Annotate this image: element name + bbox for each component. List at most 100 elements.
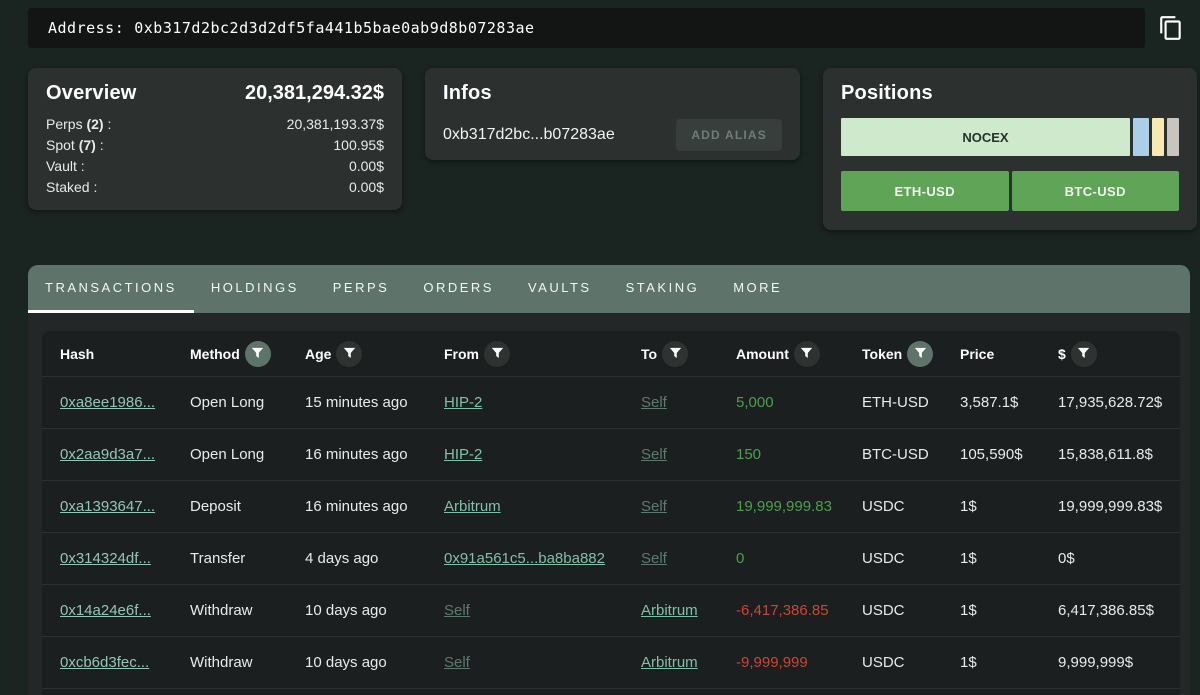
cell-token: BTC-USD bbox=[862, 446, 929, 463]
cell-age: 10 days ago bbox=[305, 654, 387, 671]
tab-perps[interactable]: PERPS bbox=[332, 280, 390, 295]
cell-age: 15 minutes ago bbox=[305, 394, 408, 411]
from-link[interactable]: Self bbox=[444, 602, 470, 619]
overview-row-label: Perps (2) : bbox=[46, 116, 112, 132]
overview-row-vault: Vault : 0.00$ bbox=[46, 156, 384, 177]
cell-usd-value: 9,999,999$ bbox=[1058, 654, 1134, 671]
table-row: 0xa8ee1986... Open Long 15 minutes ago H… bbox=[42, 377, 1180, 429]
cell-token: ETH-USD bbox=[862, 394, 929, 411]
overview-row-value: 20,381,193.37$ bbox=[286, 116, 384, 132]
cell-price: 1$ bbox=[960, 654, 977, 671]
filter-icon[interactable] bbox=[662, 340, 689, 367]
summary-cards: Overview 20,381,294.32$ Perps (2) : 20,38… bbox=[28, 68, 1197, 230]
cell-usd-value: 19,999,999.83$ bbox=[1058, 498, 1163, 515]
short-address: 0xb317d2bc...b07283ae bbox=[443, 126, 615, 143]
tab-transactions[interactable]: TRANSACTIONS bbox=[28, 265, 194, 313]
cell-amount: 19,999,999.83 bbox=[736, 498, 832, 515]
filter-icon[interactable] bbox=[907, 340, 934, 367]
copy-icon bbox=[1158, 15, 1184, 41]
filter-icon[interactable] bbox=[484, 340, 510, 367]
cell-amount: 0 bbox=[736, 550, 745, 567]
column-header-usd: $ bbox=[1058, 340, 1180, 367]
to-link[interactable]: Arbitrum bbox=[641, 654, 698, 671]
hash-link[interactable]: 0x314324df... bbox=[60, 550, 151, 567]
tab-more[interactable]: MORE bbox=[733, 280, 783, 295]
from-link[interactable]: Arbitrum bbox=[444, 498, 501, 515]
cell-usd-value: 15,838,611.8$ bbox=[1058, 446, 1153, 463]
column-header-amount: Amount bbox=[736, 340, 862, 367]
tab-holdings[interactable]: HOLDINGS bbox=[210, 280, 299, 295]
table-row: 0xa1393647... Deposit 16 minutes ago Arb… bbox=[42, 481, 1180, 533]
column-header-from: From bbox=[444, 340, 641, 367]
overview-title: Overview bbox=[46, 82, 137, 104]
column-label: Age bbox=[305, 345, 332, 362]
column-label: Amount bbox=[736, 345, 789, 362]
column-header-age: Age bbox=[305, 340, 444, 367]
position-segment-3[interactable] bbox=[1166, 118, 1179, 156]
cell-amount: 5,000 bbox=[736, 394, 774, 411]
from-link[interactable]: Self bbox=[444, 654, 470, 671]
cell-usd-value: 17,935,628.72$ bbox=[1058, 394, 1163, 411]
cell-age: 4 days ago bbox=[305, 550, 379, 567]
hash-link[interactable]: 0x14a24e6f... bbox=[60, 602, 151, 619]
hash-link[interactable]: 0xa8ee1986... bbox=[60, 394, 156, 411]
table-row: 0x14a24e6f... Withdraw 10 days ago Self … bbox=[42, 585, 1180, 637]
column-label: Method bbox=[190, 345, 240, 362]
to-link[interactable]: Self bbox=[641, 498, 667, 515]
cell-price: 1$ bbox=[960, 498, 977, 515]
overview-total-value: 20,381,294.32$ bbox=[244, 82, 384, 104]
infos-title: Infos bbox=[443, 82, 492, 104]
table-row: 0x314324df... Transfer 4 days ago 0x91a5… bbox=[42, 533, 1180, 585]
column-label: $ bbox=[1058, 345, 1066, 362]
overview-card: Overview 20,381,294.32$ Perps (2) : 20,38… bbox=[28, 68, 402, 210]
overview-row-label: Staked : bbox=[46, 179, 98, 195]
table-row: 0x2aa9d3a7... Open Long 16 minutes ago H… bbox=[42, 429, 1180, 481]
tab-orders[interactable]: ORDERS bbox=[423, 280, 494, 295]
overview-row-label: Spot (7) : bbox=[46, 137, 104, 153]
cell-method: Transfer bbox=[190, 550, 246, 567]
to-link[interactable]: Arbitrum bbox=[641, 602, 698, 619]
cell-method: Open Long bbox=[190, 394, 265, 411]
address-bar: Address: 0xb317d2bc2d3d2df5fa441b5bae0ab… bbox=[28, 8, 1145, 48]
position-segment-nocex[interactable]: NOCEX bbox=[841, 118, 1130, 156]
cell-price: 105,590$ bbox=[960, 446, 1023, 463]
table-row: 0xcb6d3fec... Withdraw 10 days ago Self … bbox=[42, 637, 1180, 689]
positions-pairs-row: ETH-USD BTC-USD bbox=[841, 171, 1179, 211]
transactions-table: Hash Method Age From To Amount Token Price $ 0xa… bbox=[42, 331, 1180, 695]
main-panel: TRANSACTIONS HOLDINGS PERPS ORDERS VAULTS STA… bbox=[28, 265, 1190, 695]
position-pair-eth-usd[interactable]: ETH-USD bbox=[841, 171, 1009, 211]
copy-address-button[interactable] bbox=[1156, 13, 1186, 43]
to-link[interactable]: Self bbox=[641, 446, 667, 463]
column-header-token: Token bbox=[862, 340, 960, 367]
to-link[interactable]: Self bbox=[641, 550, 667, 567]
hash-link[interactable]: 0xa1393647... bbox=[60, 498, 156, 515]
overview-row-perps: Perps (2) : 20,381,193.37$ bbox=[46, 114, 384, 135]
filter-icon[interactable] bbox=[1070, 340, 1097, 367]
add-alias-button[interactable]: ADD ALIAS bbox=[676, 119, 782, 151]
from-link[interactable]: 0x91a561c5...ba8ba882 bbox=[444, 550, 605, 567]
overview-row-value: 0.00$ bbox=[348, 179, 384, 195]
tab-vaults[interactable]: VAULTS bbox=[527, 280, 592, 295]
filter-icon[interactable] bbox=[336, 340, 363, 367]
column-label: Price bbox=[960, 345, 995, 362]
column-label: Token bbox=[862, 345, 903, 362]
position-pair-btc-usd[interactable]: BTC-USD bbox=[1011, 171, 1179, 211]
filter-icon[interactable] bbox=[793, 340, 820, 367]
tab-bar: TRANSACTIONS HOLDINGS PERPS ORDERS VAULTS STA… bbox=[28, 265, 1190, 313]
from-link[interactable]: HIP-2 bbox=[444, 446, 483, 463]
position-segment-1[interactable] bbox=[1132, 118, 1149, 156]
filter-icon[interactable] bbox=[244, 340, 271, 367]
cell-age: 16 minutes ago bbox=[305, 446, 408, 463]
cell-method: Withdraw bbox=[190, 602, 253, 619]
cell-token: USDC bbox=[862, 602, 905, 619]
to-link[interactable]: Self bbox=[641, 394, 667, 411]
cell-amount: -9,999,999 bbox=[736, 654, 808, 671]
tab-staking[interactable]: STAKING bbox=[625, 280, 700, 295]
from-link[interactable]: HIP-2 bbox=[444, 394, 483, 411]
cell-method: Withdraw bbox=[190, 654, 253, 671]
address-label: Address: bbox=[48, 19, 125, 37]
hash-link[interactable]: 0xcb6d3fec... bbox=[60, 654, 150, 671]
column-label: Hash bbox=[60, 345, 95, 362]
position-segment-2[interactable] bbox=[1151, 118, 1164, 156]
hash-link[interactable]: 0x2aa9d3a7... bbox=[60, 446, 156, 463]
